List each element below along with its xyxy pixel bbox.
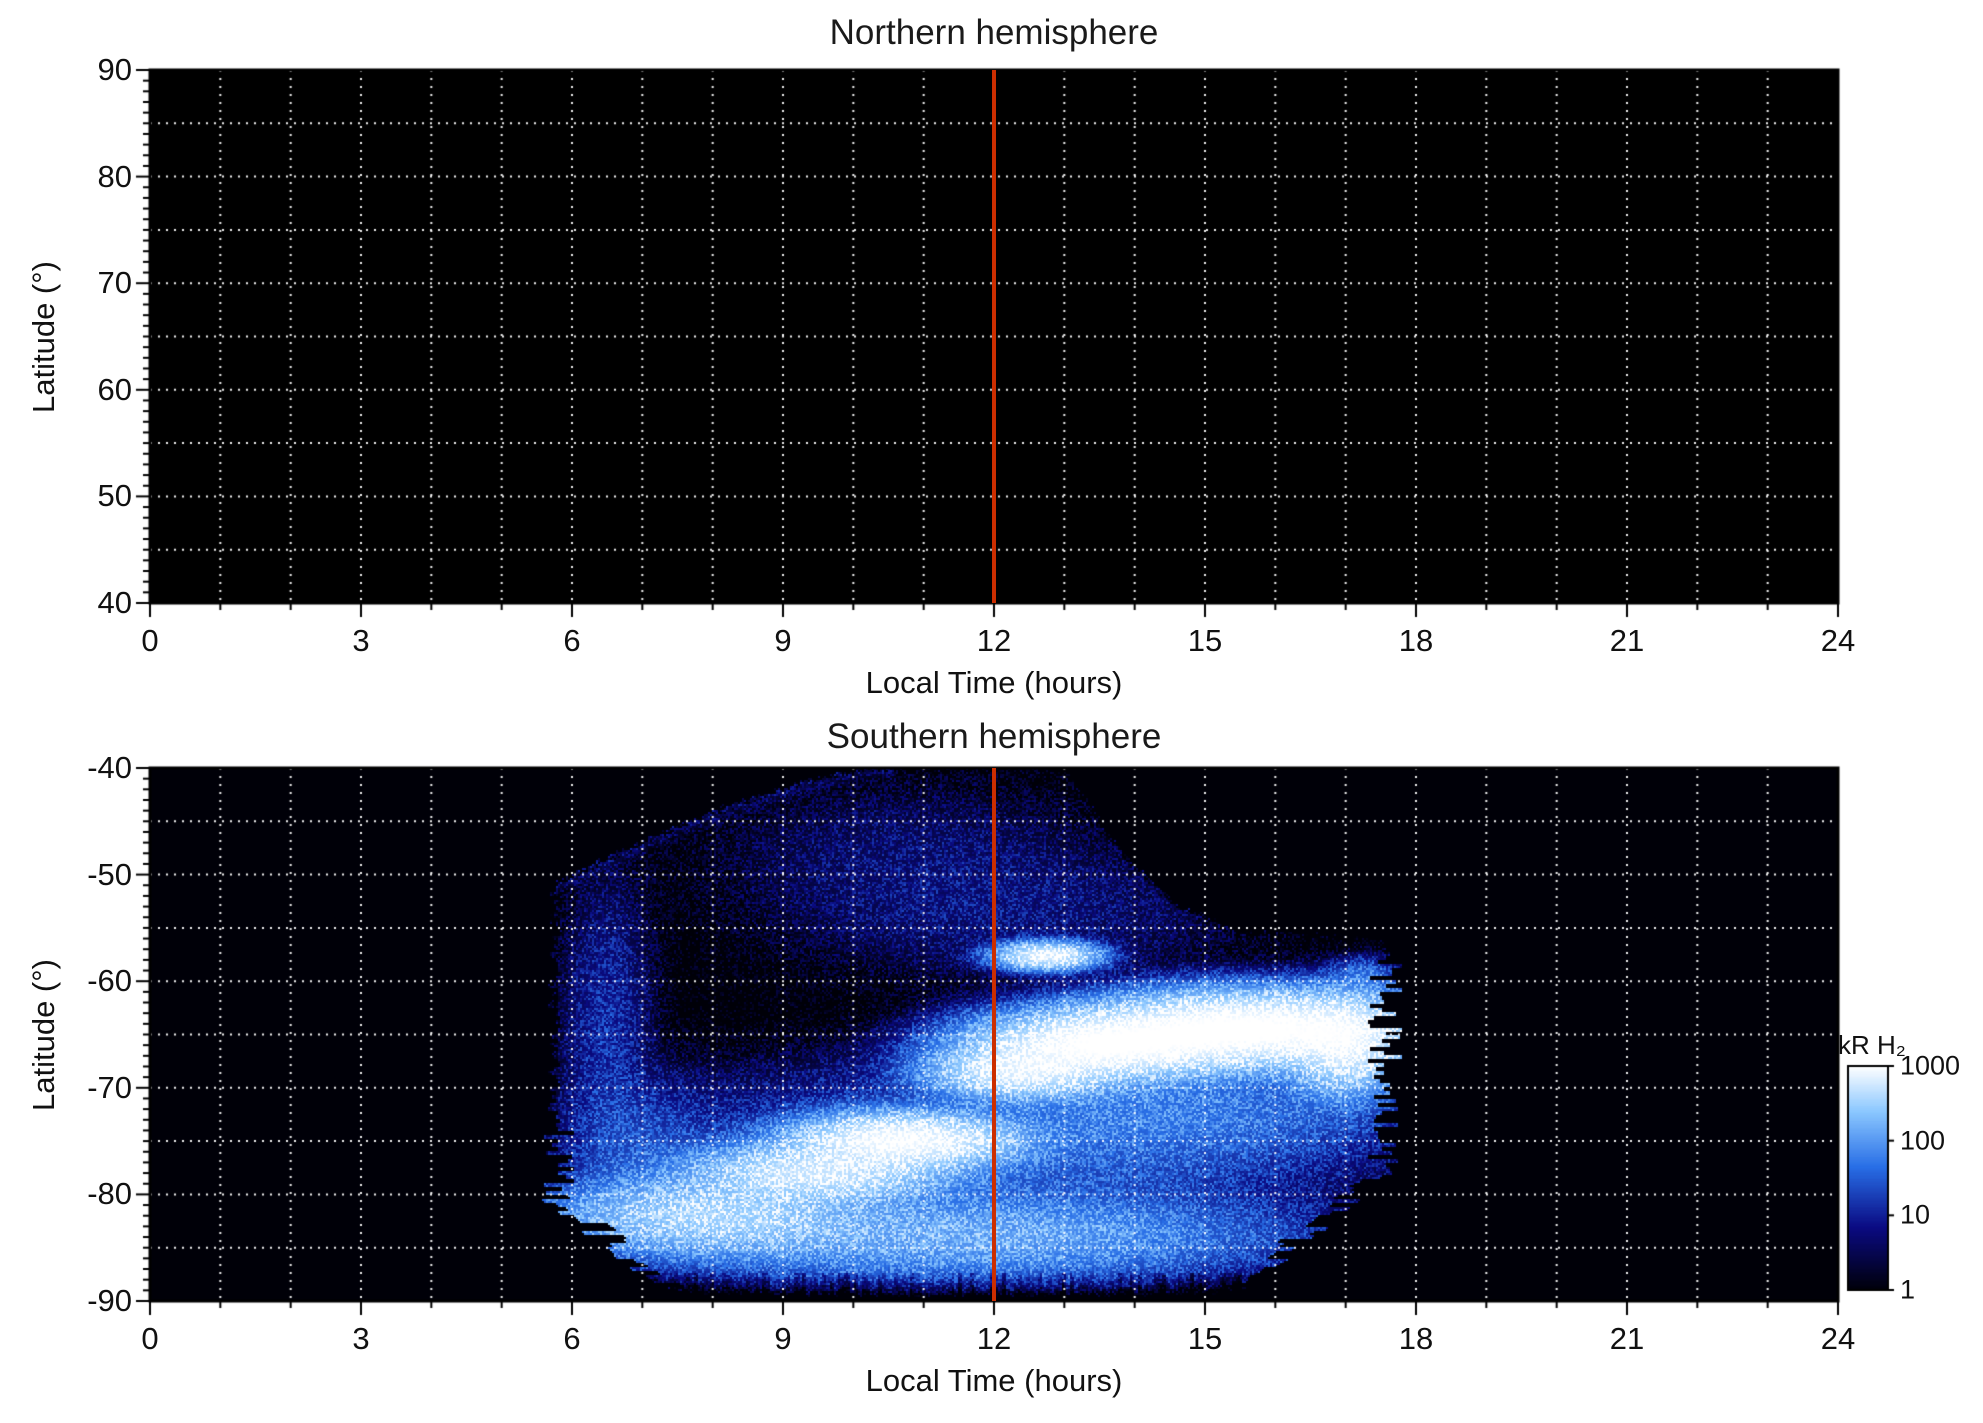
x-axis-label-southern: Local Time (hours) xyxy=(865,1363,1123,1398)
x-tick-label: 21 xyxy=(1609,623,1645,658)
x-tick-label: 6 xyxy=(563,1321,581,1356)
y-tick-label: 80 xyxy=(97,158,132,194)
x-tick-label: 21 xyxy=(1609,1321,1645,1356)
x-tick-label: 6 xyxy=(563,623,581,658)
colorbar-tick-label: 100 xyxy=(1900,1125,1946,1156)
panel-title-northern: Northern hemisphere xyxy=(829,13,1159,52)
colorbar-tick-label: 1 xyxy=(1900,1274,1916,1305)
x-tick-label: 24 xyxy=(1820,623,1856,658)
y-tick-label: -50 xyxy=(87,856,132,892)
x-tick-label: 24 xyxy=(1820,1321,1856,1356)
y-tick-label: 60 xyxy=(97,371,132,407)
x-tick-label: 3 xyxy=(352,1321,370,1356)
colorbar-tick-label: 10 xyxy=(1900,1199,1931,1230)
y-axis-label-southern: Latitude (°) xyxy=(26,958,61,1111)
y-tick-label: 70 xyxy=(97,265,132,301)
y-axis-label-northern: Latitude (°) xyxy=(26,260,61,413)
x-tick-label: 3 xyxy=(352,623,370,658)
y-tick-label: -80 xyxy=(87,1176,132,1212)
y-tick-label: -90 xyxy=(87,1283,132,1318)
y-tick-label: 90 xyxy=(97,52,132,87)
colorbar-title: kR H₂ xyxy=(1838,1030,1906,1060)
x-tick-label: 9 xyxy=(774,1321,792,1356)
y-tick-label: 40 xyxy=(97,585,132,620)
y-tick-label: -60 xyxy=(87,963,132,999)
panel-title-southern: Southern hemisphere xyxy=(826,717,1162,756)
x-tick-label: 18 xyxy=(1398,1321,1434,1356)
x-tick-label: 0 xyxy=(141,1321,159,1356)
x-tick-label: 12 xyxy=(976,623,1012,658)
x-tick-label: 12 xyxy=(976,1321,1012,1356)
y-tick-label: -40 xyxy=(87,750,132,785)
colorbar-tick-label: 1000 xyxy=(1900,1050,1961,1081)
x-tick-label: 15 xyxy=(1187,1321,1223,1356)
x-tick-label: 15 xyxy=(1187,623,1223,658)
x-tick-label: 18 xyxy=(1398,623,1434,658)
x-tick-label: 0 xyxy=(141,623,159,658)
x-axis-label-northern: Local Time (hours) xyxy=(865,665,1123,700)
local-noon-marker-northern xyxy=(992,70,996,603)
local-noon-marker-southern xyxy=(992,768,996,1301)
y-tick-label: -70 xyxy=(87,1069,132,1105)
x-tick-label: 9 xyxy=(774,623,792,658)
y-tick-label: 50 xyxy=(97,478,132,514)
